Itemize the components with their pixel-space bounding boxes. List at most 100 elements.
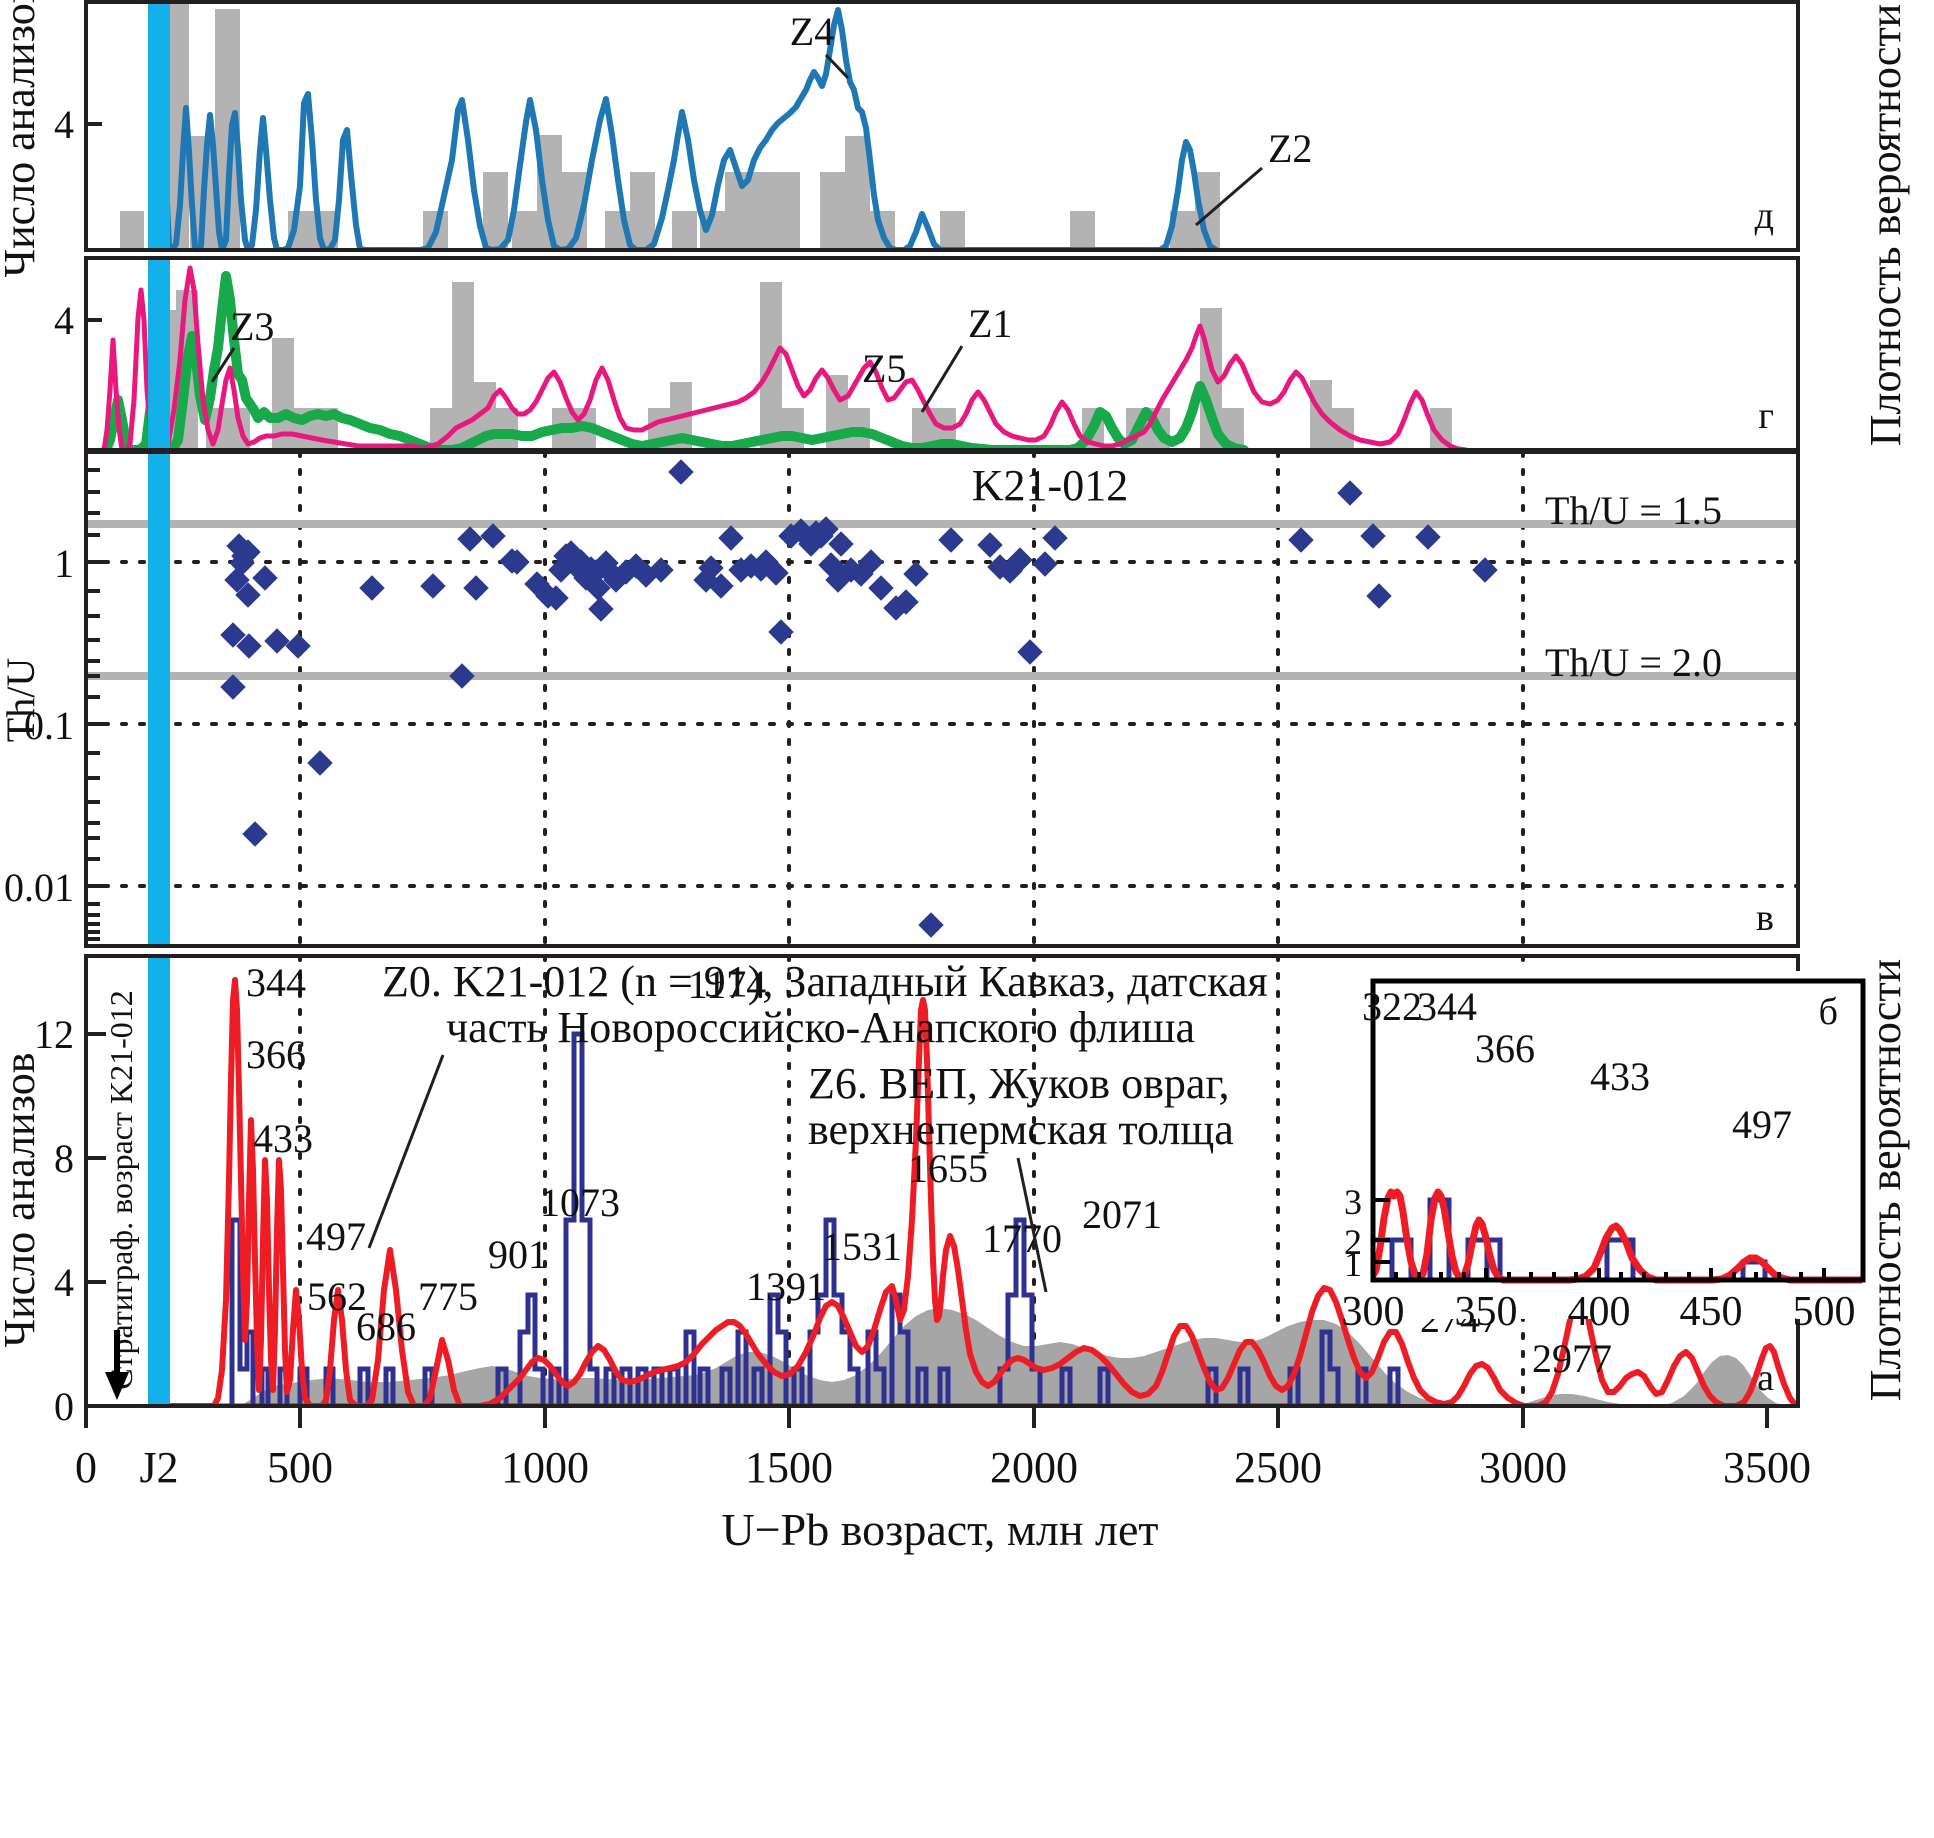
inset-b-peak-433: 433 <box>1590 1054 1650 1099</box>
inset-b-xtick-400: 400 <box>1568 1289 1631 1335</box>
panel-g-label-z5: Z5 <box>862 346 906 391</box>
panel-a-peak-497: 497 <box>306 1214 366 1259</box>
x-tick-500: 500 <box>267 1443 333 1492</box>
x-tick-3500: 3500 <box>1723 1443 1811 1492</box>
panel-d-leader-z2 <box>1195 166 1263 227</box>
x-tick-2000: 2000 <box>990 1443 1078 1492</box>
right-axis-title-bottom: Плотность вероятности <box>1861 959 1910 1401</box>
panel-a-curve-z0 <box>170 977 1798 1406</box>
left-axis-title-top: Число анализов <box>0 0 44 278</box>
panel-g-id: г <box>1758 395 1774 437</box>
inset-b-xtick-500: 500 <box>1793 1289 1856 1335</box>
panel-g-leader-z3 <box>210 347 236 383</box>
main-x-axis: 0 J2 500 1000 1500 2000 2500 3000 3500 U… <box>75 1406 1811 1555</box>
panel-v-ytick-1: 1 <box>54 541 74 586</box>
right-axis-title-top: Плотность вероятности <box>1861 4 1910 446</box>
panel-g-ytick-label: 4 <box>54 298 74 343</box>
panel-a-peak-775: 775 <box>418 1274 478 1319</box>
x-tick-j2: J2 <box>139 1443 178 1492</box>
panel-v-axis-title: Th/U <box>0 658 43 743</box>
inset-b-peak-497: 497 <box>1732 1102 1792 1147</box>
x-tick-1000: 1000 <box>501 1443 589 1492</box>
inset-b-ytick-2: 2 <box>1344 1222 1362 1262</box>
panel-a-yticks <box>86 1032 106 1408</box>
inset-b-ytick-3: 3 <box>1344 1182 1362 1222</box>
panel-a-id: а <box>1757 1357 1774 1399</box>
panel-d-ytick-label: 4 <box>54 102 74 147</box>
panel-a-ytick-4: 4 <box>54 1260 74 1305</box>
panel-v-sample-label: K21-012 <box>972 461 1128 510</box>
strat-age-arrow <box>105 1330 129 1400</box>
panel-g-curve-z3 <box>101 271 1249 450</box>
x-tick-3000: 3000 <box>1479 1443 1567 1492</box>
panel-a-peak-2977: 2977 <box>1532 1336 1612 1381</box>
x-axis-title: U−Pb возраст, млн лет <box>722 1504 1159 1555</box>
j2-band-panel-g <box>148 258 170 450</box>
panel-v-scatter <box>220 459 1498 938</box>
panel-a-peak-1531: 1531 <box>822 1224 902 1269</box>
j2-band-panel-d <box>148 2 170 250</box>
inset-b-xtick-300: 300 <box>1342 1289 1405 1335</box>
panel-a-peak-344: 344 <box>246 960 306 1005</box>
panel-a-peak-1770: 1770 <box>982 1216 1062 1261</box>
panel-d-label-z2: Z2 <box>1268 126 1312 171</box>
panel-a-ytick-0: 0 <box>54 1384 74 1429</box>
panel-a: 0 4 8 12 Стратиграф. возраст K21-012 344… <box>34 954 1800 1429</box>
inset-b-peak-366: 366 <box>1475 1026 1535 1071</box>
inset-b-xticks <box>1371 1268 1826 1280</box>
panel-g-curve-z1 <box>101 265 1469 450</box>
panel-v-yticks <box>86 468 108 941</box>
panel-a-ytick-12: 12 <box>34 1012 74 1057</box>
panel-a-ytick-8: 8 <box>54 1136 74 1181</box>
panel-d-label-z4: Z4 <box>790 9 834 54</box>
inset-b-background <box>1362 971 1868 1319</box>
panel-v-ytick-0-1: 0.1 <box>24 703 74 748</box>
inset-b: 1 2 3 300 350 400 <box>1342 971 1868 1335</box>
strat-age-label: Стратиграф. возраст K21-012 <box>103 990 139 1390</box>
inset-b-id: б <box>1819 991 1838 1033</box>
panel-a-peak-1655: 1655 <box>908 1146 988 1191</box>
panel-g-label-z1: Z1 <box>968 301 1012 346</box>
panel-a-leader-z0 <box>367 1054 445 1249</box>
panel-a-peak-2071: 2071 <box>1082 1192 1162 1237</box>
panel-a-peak-1174: 1174 <box>688 962 767 1007</box>
panel-d: 4 Z4 Z2 д <box>54 0 1800 252</box>
panel-a-peak-1073: 1073 <box>540 1180 620 1225</box>
panel-v-id: в <box>1756 897 1774 939</box>
inset-b-yticks <box>1373 1198 1390 1264</box>
x-tick-0: 0 <box>75 1443 97 1492</box>
x-tick-1500: 1500 <box>745 1443 833 1492</box>
x-axis-ticks <box>84 1406 1769 1428</box>
panel-d-id: д <box>1755 195 1774 237</box>
panel-v-refline-label-2-0: Th/U = 2.0 <box>1545 640 1722 685</box>
panel-d-leader-z4 <box>824 53 850 80</box>
panel-a-peak-562: 562 <box>307 1274 367 1319</box>
panel-a-annotation-z6-line1: Z6. ВЕП, Жуков овраг, <box>808 1059 1229 1108</box>
panel-a-peak-433: 433 <box>253 1116 313 1161</box>
inset-b-peak-344: 344 <box>1417 984 1477 1029</box>
panel-g-leader-z1 <box>920 345 964 413</box>
panel-a-peak-1391: 1391 <box>746 1264 826 1309</box>
j2-band-panel-a <box>148 956 170 1406</box>
panel-g-label-z3: Z3 <box>230 304 274 349</box>
panel-g: 4 Z3 Z5 Z1 г <box>54 256 1800 452</box>
panel-v-hgrid <box>86 560 1798 888</box>
panel-a-annotation-z6-line2: верхнепермская толща <box>808 1105 1234 1154</box>
panel-a-annotation-z0-line1: Z0. K21-012 (n = 91), Западный Кавказ, д… <box>382 957 1268 1006</box>
panel-v: 1 0.1 0.01 K21-012 Th/U = 1.5 Th/U = 2.0… <box>0 450 1800 948</box>
panel-a-annotation-z0-line2: часть Новороссийско-Анапского флиша <box>446 1003 1195 1052</box>
panel-a-leader-z6 <box>1016 1157 1048 1293</box>
inset-b-peak-322: 322 <box>1362 984 1422 1029</box>
inset-b-frame <box>1370 978 1866 1283</box>
panel-v-refline-label-1-5: Th/U = 1.5 <box>1545 488 1722 533</box>
inset-b-xtick-450: 450 <box>1680 1289 1743 1335</box>
inset-b-ytick-1: 1 <box>1344 1244 1362 1284</box>
panel-v-ytick-0-01: 0.01 <box>4 865 74 910</box>
j2-band-panel-v <box>148 452 170 946</box>
panel-a-peak-366: 366 <box>246 1032 306 1077</box>
x-tick-2500: 2500 <box>1234 1443 1322 1492</box>
panel-a-peak-686: 686 <box>356 1304 416 1349</box>
